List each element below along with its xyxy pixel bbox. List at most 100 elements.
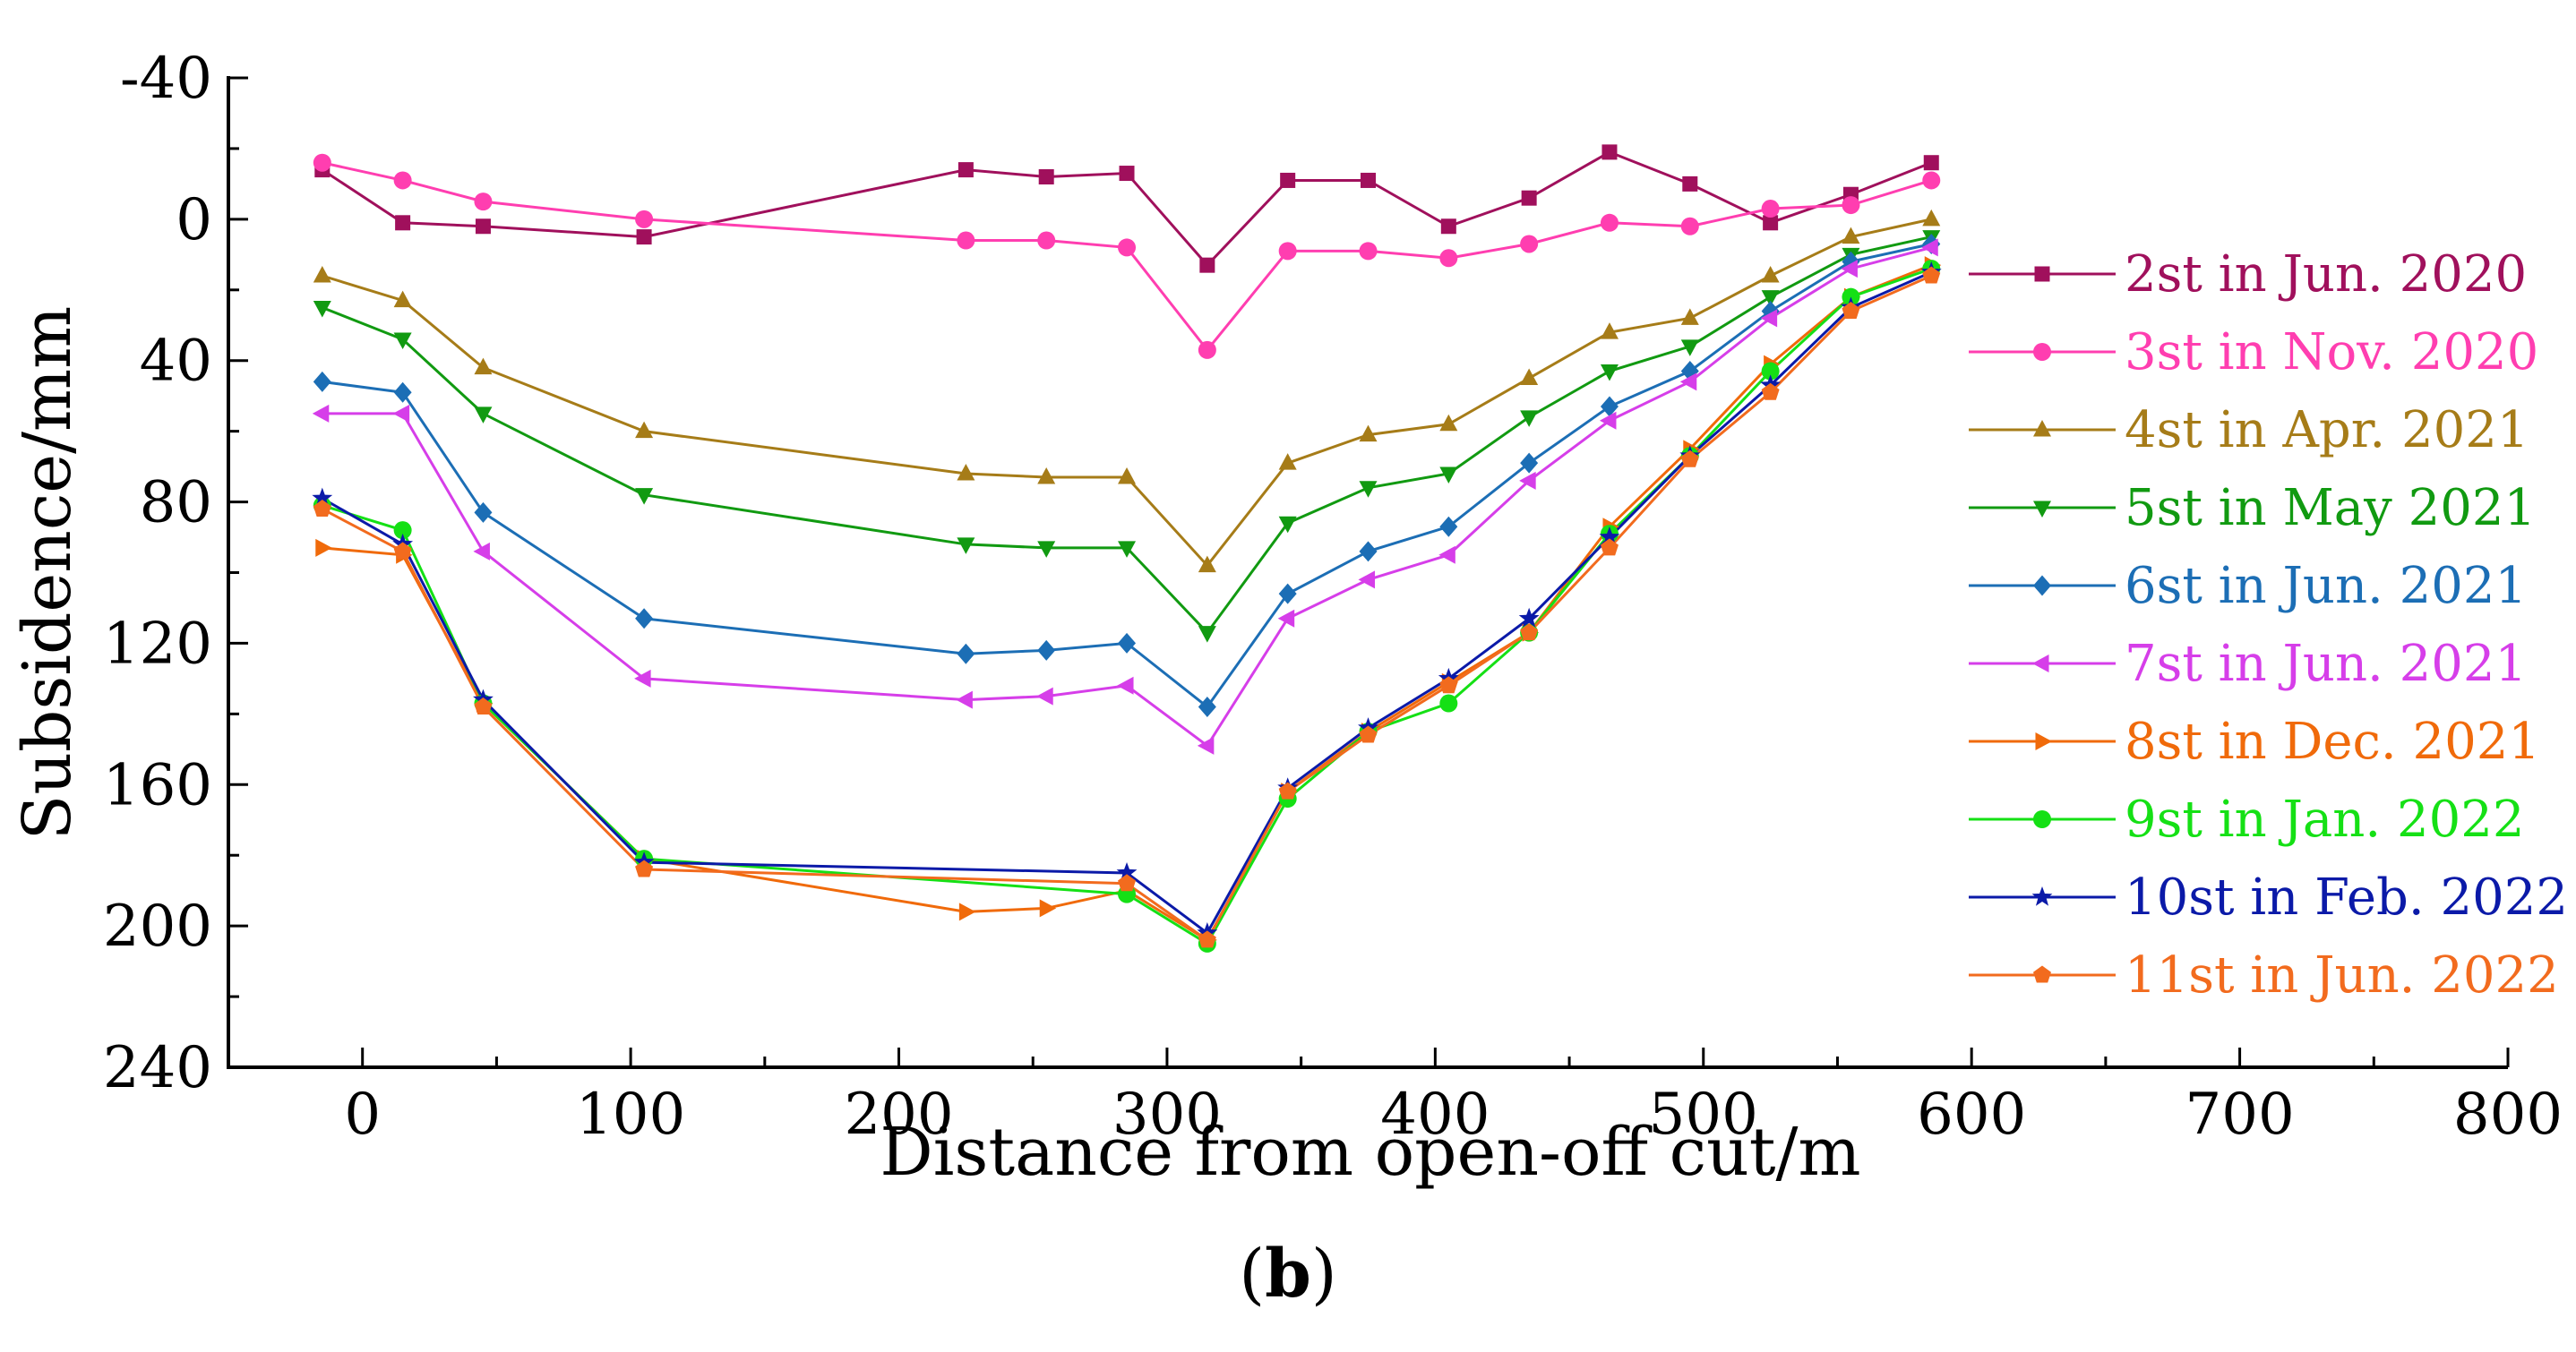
data-point — [1280, 172, 1296, 188]
data-point — [1520, 623, 1539, 641]
svg-text:(b): (b) — [1239, 1236, 1337, 1313]
data-point — [1600, 364, 1619, 381]
data-point — [1520, 235, 1539, 253]
data-point — [1118, 874, 1137, 892]
legend: 2st in Jun. 2020 3st in Nov. 2020 4st in A… — [1969, 245, 2568, 1005]
data-point — [1520, 410, 1539, 427]
legend-marker — [2034, 266, 2050, 282]
legend-label: 9st in Jan. 2022 — [2125, 791, 2524, 849]
data-point — [958, 903, 976, 921]
legend-label: 8st in Dec. 2021 — [2125, 713, 2540, 771]
data-point — [1521, 190, 1537, 206]
data-point — [1520, 452, 1539, 474]
data-point — [393, 521, 412, 540]
legend-label: 11st in Jun. 2022 — [2125, 946, 2559, 1005]
series-markers-group — [313, 209, 1941, 573]
x-axis-label: Distance from open-off cut/m — [880, 1114, 1860, 1191]
data-point — [312, 404, 330, 423]
data-point — [1841, 260, 1858, 278]
data-point — [1761, 290, 1780, 307]
data-point — [1599, 411, 1617, 430]
y-tick-label: 200 — [103, 894, 212, 960]
legend-marker — [2032, 655, 2049, 672]
legend-label: 3st in Nov. 2020 — [2125, 323, 2538, 381]
data-point — [1761, 266, 1780, 283]
data-point — [1198, 930, 1216, 948]
data-point — [393, 290, 412, 308]
data-point — [392, 404, 410, 423]
x-tick-label: 500 — [1649, 1082, 1758, 1148]
data-point — [1761, 362, 1780, 381]
data-point — [313, 301, 331, 318]
data-point — [1198, 696, 1216, 717]
y-axis-label: Subsidence/mm — [9, 306, 86, 841]
data-point — [1842, 196, 1860, 215]
y-tick-label: 160 — [103, 752, 212, 818]
data-point — [1037, 639, 1056, 661]
data-point — [313, 153, 331, 172]
data-point — [1277, 609, 1295, 628]
y-tick-label: 240 — [103, 1035, 212, 1101]
x-tick-label: 200 — [844, 1082, 953, 1148]
data-point — [1358, 570, 1375, 589]
data-point — [313, 266, 331, 283]
data-point — [1359, 725, 1378, 743]
data-point — [1038, 169, 1054, 184]
series-markers-group — [313, 260, 1941, 953]
data-point — [1923, 155, 1939, 171]
data-point — [393, 542, 412, 560]
data-point — [1439, 694, 1458, 713]
series-markers-group — [313, 230, 1941, 643]
data-point — [473, 542, 490, 560]
data-point — [1116, 861, 1138, 882]
data-point — [635, 421, 654, 439]
legend-item: 6st in Jun. 2021 — [1969, 557, 2527, 615]
series-markers-group — [313, 153, 1941, 359]
data-point — [957, 643, 975, 664]
x-tick-label: 0 — [344, 1082, 381, 1148]
data-point — [636, 229, 652, 245]
data-point — [1682, 175, 1698, 192]
legend-marker — [2033, 810, 2051, 828]
data-point — [1198, 340, 1216, 359]
data-point — [957, 162, 974, 178]
data-point — [1439, 466, 1458, 483]
data-point — [1922, 171, 1941, 190]
data-point — [393, 171, 412, 190]
data-point — [313, 371, 331, 392]
data-point — [957, 464, 975, 481]
x-tick-label: 400 — [1380, 1082, 1490, 1148]
data-point — [1680, 308, 1699, 325]
data-point — [1518, 607, 1540, 628]
data-point — [474, 501, 493, 523]
data-point — [1199, 257, 1215, 273]
data-point — [1118, 238, 1137, 257]
x-tick-label: 700 — [2185, 1082, 2295, 1148]
data-point — [1037, 231, 1056, 250]
legend-marker — [2031, 886, 2053, 906]
data-point — [1036, 687, 1053, 706]
data-point — [1359, 481, 1378, 498]
data-point — [1278, 583, 1297, 604]
legend-marker — [2035, 732, 2052, 750]
legend-item: 8st in Dec. 2021 — [1969, 713, 2540, 771]
data-point — [1761, 382, 1780, 400]
data-point — [312, 487, 333, 508]
data-point — [1039, 899, 1057, 918]
legend-item: 7st in Jun. 2021 — [1969, 635, 2527, 693]
data-point — [635, 608, 654, 629]
y-tick-label: 80 — [140, 470, 212, 536]
legend-label: 10st in Feb. 2022 — [2125, 869, 2568, 927]
data-point — [1440, 218, 1456, 235]
data-point — [1600, 213, 1619, 232]
data-point — [1439, 516, 1458, 537]
legend-item: 3st in Nov. 2020 — [1969, 323, 2538, 381]
data-point — [395, 215, 411, 231]
legend-marker — [2033, 343, 2051, 361]
data-point — [1600, 538, 1619, 556]
data-point — [1359, 242, 1378, 261]
series-markers — [312, 144, 1942, 953]
data-point — [1197, 736, 1215, 755]
data-point — [635, 210, 654, 228]
data-point — [1439, 676, 1458, 694]
